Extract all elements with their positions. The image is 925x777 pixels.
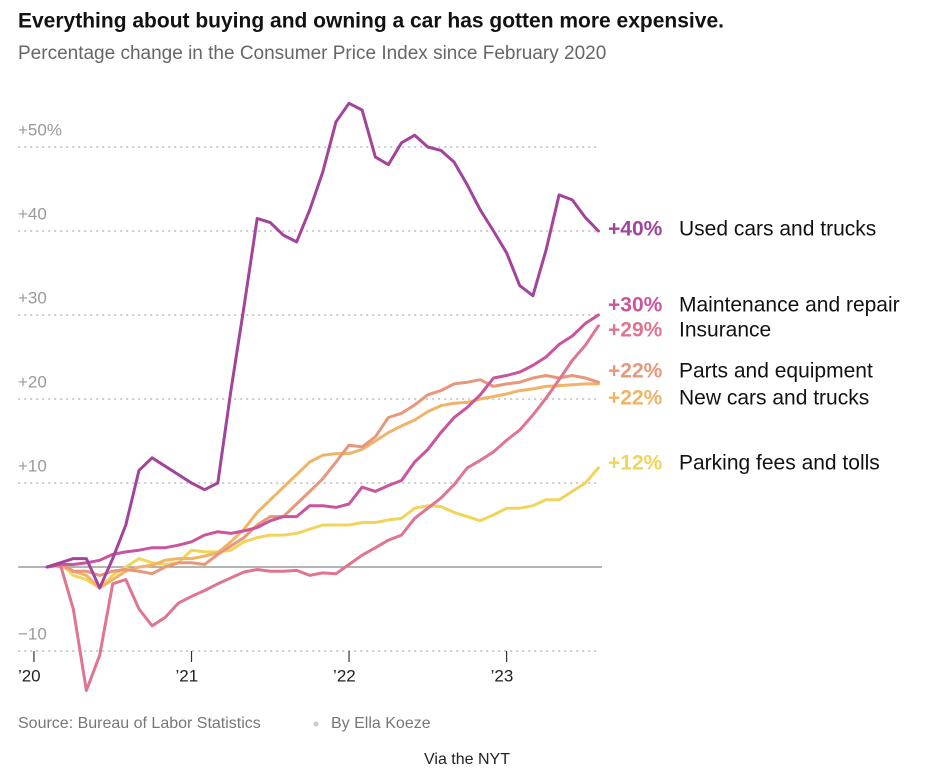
legend-label: Insurance	[679, 319, 771, 342]
legend-label: Used cars and trucks	[679, 218, 876, 241]
end-value-label: +22%	[608, 360, 663, 383]
series-line	[45, 313, 600, 569]
x-tick-label: ’23	[491, 666, 514, 685]
y-tick-label: +10	[18, 456, 47, 475]
chart-title: Everything about buying and owning a car…	[18, 10, 724, 33]
x-tick-label: ’20	[18, 666, 41, 685]
y-tick-label: +40	[18, 204, 47, 223]
chart-subtitle: Percentage change in the Consumer Price …	[18, 43, 606, 64]
byline: By Ella Koeze	[331, 715, 431, 732]
series-line	[45, 466, 600, 590]
series-line	[45, 382, 600, 590]
y-tick-label: +50%	[18, 120, 62, 139]
legend-label: Parking fees and tolls	[679, 452, 880, 475]
end-value-label: +22%	[608, 387, 663, 410]
series-line	[45, 101, 600, 590]
legend-label: Maintenance and repair	[679, 294, 900, 317]
series-line	[45, 374, 600, 577]
end-value-label: +12%	[608, 452, 663, 475]
y-tick-label: +30	[18, 288, 47, 307]
series-line	[45, 324, 600, 692]
x-tick-label: ’22	[333, 666, 356, 685]
x-tick-label: ’21	[176, 666, 199, 685]
legend-label: New cars and trucks	[679, 387, 869, 410]
end-value-label: +30%	[608, 294, 663, 317]
end-value-label: +40%	[608, 218, 663, 241]
end-value-label: +29%	[608, 319, 663, 342]
y-tick-label: +20	[18, 372, 47, 391]
legend-label: Parts and equipment	[679, 360, 873, 383]
source: Source: Bureau of Labor Statistics	[18, 715, 261, 732]
credit: Via the NYT	[424, 751, 510, 768]
y-tick-label: −10	[18, 624, 47, 643]
separator	[313, 721, 319, 727]
